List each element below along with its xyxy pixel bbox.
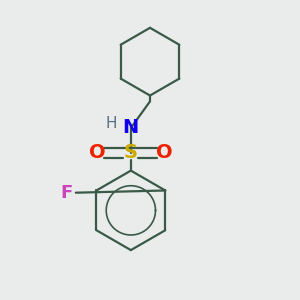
Text: F: F — [61, 184, 73, 202]
Text: O: O — [156, 143, 173, 162]
Text: N: N — [123, 118, 139, 137]
Text: H: H — [105, 116, 117, 131]
Text: O: O — [89, 143, 105, 162]
Text: S: S — [124, 143, 138, 162]
